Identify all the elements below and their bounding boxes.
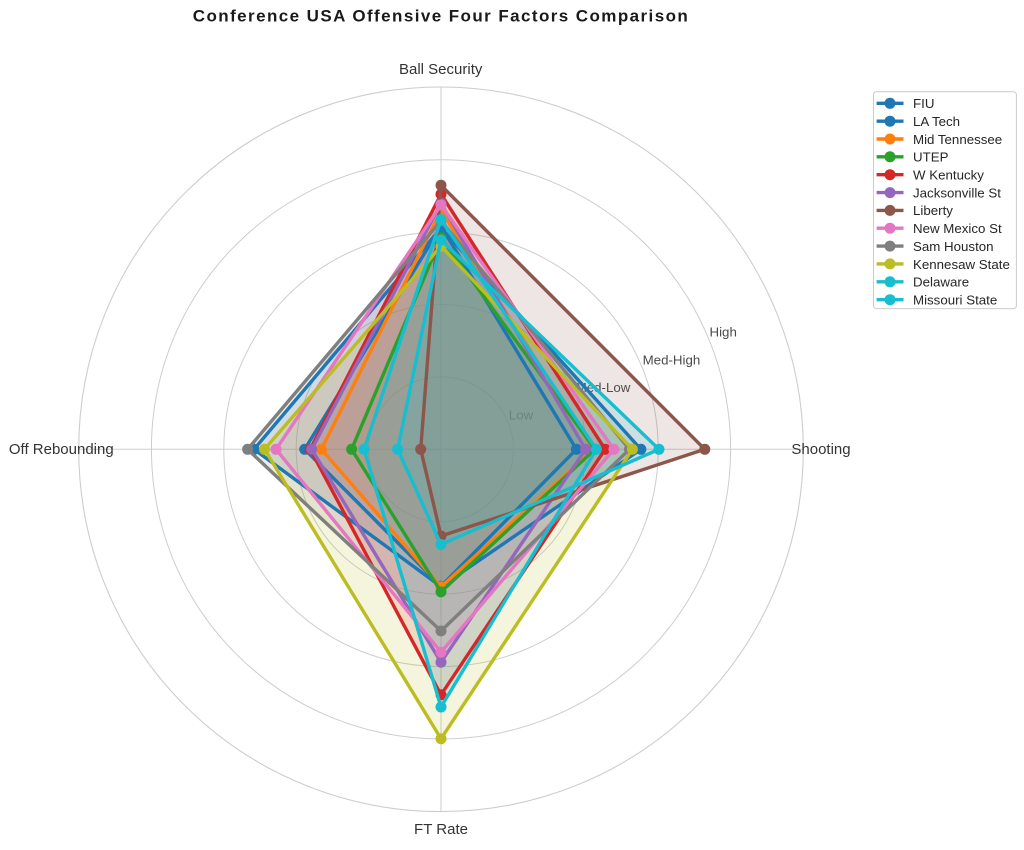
- svg-text:Off Rebounding: Off Rebounding: [9, 441, 114, 458]
- svg-text:FIU: FIU: [913, 96, 934, 111]
- svg-text:W Kentucky: W Kentucky: [913, 168, 984, 183]
- svg-text:Ball Security: Ball Security: [399, 61, 483, 78]
- svg-text:High: High: [710, 325, 737, 340]
- svg-text:Mid Tennessee: Mid Tennessee: [913, 132, 1002, 147]
- svg-text:LA Tech: LA Tech: [913, 114, 960, 129]
- svg-text:Conference USA Offensive Four: Conference USA Offensive Four Factors Co…: [193, 6, 689, 25]
- svg-text:Sam Houston: Sam Houston: [913, 239, 994, 254]
- svg-text:Delaware: Delaware: [913, 275, 969, 290]
- svg-text:Med-High: Med-High: [643, 352, 701, 367]
- svg-text:Jacksonville St: Jacksonville St: [913, 185, 1001, 200]
- svg-text:Low: Low: [509, 408, 534, 423]
- svg-text:New Mexico St: New Mexico St: [913, 221, 1002, 236]
- svg-text:Liberty: Liberty: [913, 203, 953, 218]
- svg-text:Shooting: Shooting: [791, 441, 850, 458]
- svg-text:Kennesaw State: Kennesaw State: [913, 257, 1010, 272]
- svg-text:FT Rate: FT Rate: [414, 821, 468, 838]
- svg-text:UTEP: UTEP: [913, 150, 949, 165]
- svg-text:Missouri State: Missouri State: [913, 293, 997, 308]
